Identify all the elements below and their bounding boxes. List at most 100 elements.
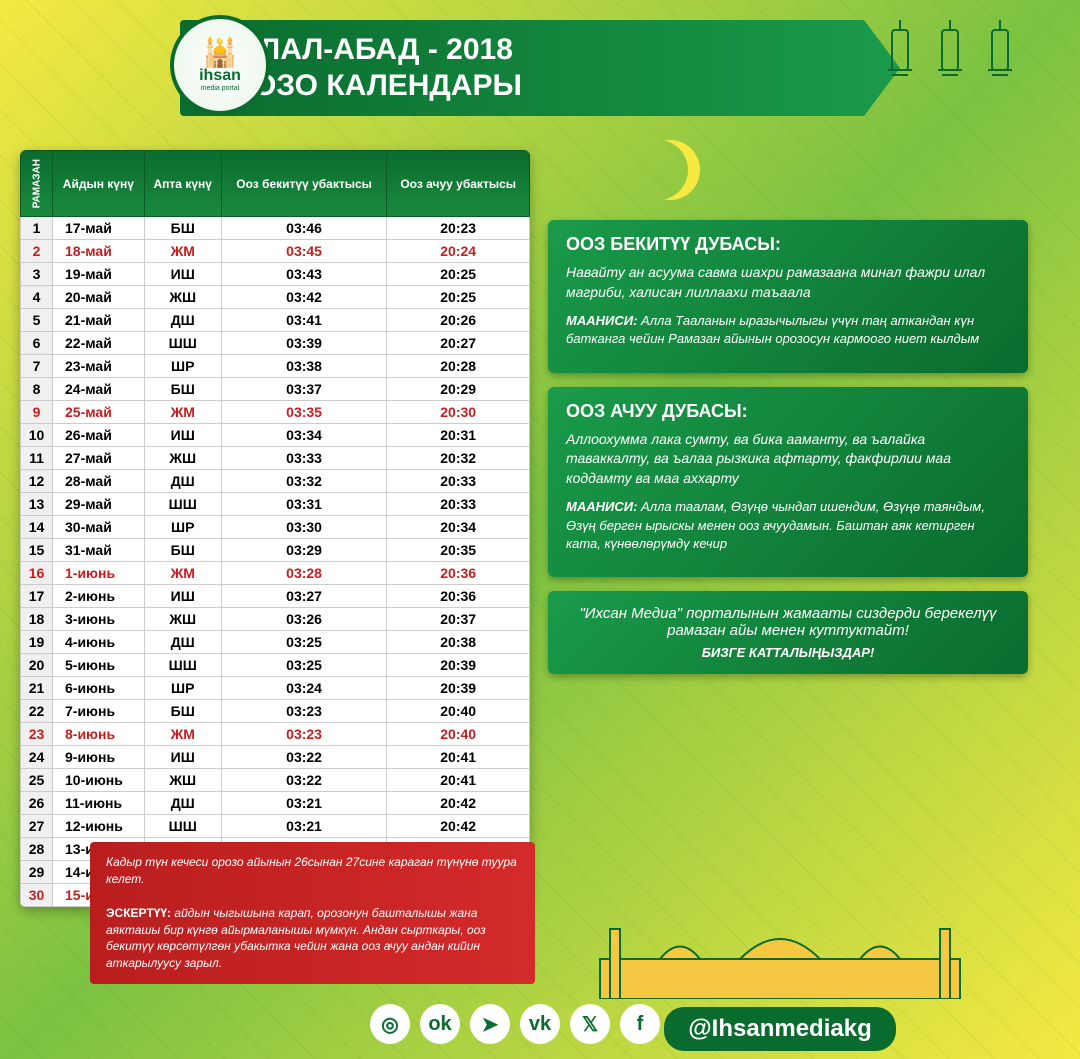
table-row: 21 6-июнь ШР 03:24 20:39 [21,677,530,700]
suhoor-title: ООЗ БЕКИТҮҮ ДУБАСЫ: [566,234,1010,255]
row-weekday: ДШ [144,792,221,815]
row-suhoor: 03:23 [221,723,387,746]
row-num: 2 [21,240,53,263]
row-iftar: 20:24 [387,240,530,263]
row-num: 14 [21,516,53,539]
row-iftar: 20:40 [387,723,530,746]
table-row: 7 23-май ШР 03:38 20:28 [21,355,530,378]
row-iftar: 20:27 [387,332,530,355]
row-weekday: ЖМ [144,240,221,263]
social-icons: ◎ ok ➤ vk 𝕏 f [370,1004,660,1044]
table-row: 23 8-июнь ЖМ 03:23 20:40 [21,723,530,746]
row-iftar: 20:42 [387,815,530,838]
row-date: 10-июнь [53,769,145,792]
vk-icon[interactable]: vk [520,1004,560,1044]
row-date: 9-июнь [53,746,145,769]
row-num: 15 [21,539,53,562]
suhoor-dua-box: ООЗ БЕКИТҮҮ ДУБАСЫ: Навайту ан асуума са… [548,220,1028,373]
row-num: 11 [21,447,53,470]
col-date: Айдын күнү [53,151,145,217]
table-row: 18 3-июнь ЖШ 03:26 20:37 [21,608,530,631]
row-date: 22-май [53,332,145,355]
row-suhoor: 03:24 [221,677,387,700]
row-date: 2-июнь [53,585,145,608]
row-date: 31-май [53,539,145,562]
row-date: 8-июнь [53,723,145,746]
row-num: 23 [21,723,53,746]
table-row: 14 30-май ШР 03:30 20:34 [21,516,530,539]
table-row: 5 21-май ДШ 03:41 20:26 [21,309,530,332]
row-num: 26 [21,792,53,815]
instagram-icon[interactable]: ◎ [370,1004,410,1044]
row-date: 12-июнь [53,815,145,838]
table-row: 11 27-май ЖШ 03:33 20:32 [21,447,530,470]
row-weekday: БШ [144,539,221,562]
row-iftar: 20:40 [387,700,530,723]
table-row: 9 25-май ЖМ 03:35 20:30 [21,401,530,424]
row-num: 10 [21,424,53,447]
row-iftar: 20:31 [387,424,530,447]
row-suhoor: 03:29 [221,539,387,562]
table-row: 10 26-май ИШ 03:34 20:31 [21,424,530,447]
row-weekday: ШШ [144,815,221,838]
table-row: 17 2-июнь ИШ 03:27 20:36 [21,585,530,608]
col-weekday: Апта күнү [144,151,221,217]
row-weekday: ЖШ [144,769,221,792]
mosque-dome-icon: 🕌 [203,39,238,67]
row-num: 9 [21,401,53,424]
row-suhoor: 03:25 [221,654,387,677]
row-num: 17 [21,585,53,608]
row-num: 13 [21,493,53,516]
row-date: 7-июнь [53,700,145,723]
row-num: 27 [21,815,53,838]
logo-name: ihsan [199,67,241,85]
row-date: 30-май [53,516,145,539]
row-suhoor: 03:45 [221,240,387,263]
row-suhoor: 03:22 [221,746,387,769]
row-date: 24-май [53,378,145,401]
row-weekday: ШШ [144,493,221,516]
row-date: 1-июнь [53,562,145,585]
ok-icon[interactable]: ok [420,1004,460,1044]
twitter-icon[interactable]: 𝕏 [570,1004,610,1044]
row-iftar: 20:39 [387,677,530,700]
row-num: 12 [21,470,53,493]
ramadan-calendar-table: РАМАЗАН Айдын күнү Апта күнү Ооз бекитүү… [20,150,530,907]
suhoor-meaning-label: МААНИСИ: [566,313,637,328]
row-date: 11-июнь [53,792,145,815]
row-num: 1 [21,217,53,240]
telegram-icon[interactable]: ➤ [470,1004,510,1044]
row-weekday: ШР [144,677,221,700]
promo-box: "Ихсан Медиа" порталынын жамааты сиздерд… [548,591,1028,674]
row-num: 25 [21,769,53,792]
row-iftar: 20:26 [387,309,530,332]
row-date: 4-июнь [53,631,145,654]
row-weekday: ИШ [144,263,221,286]
row-iftar: 20:34 [387,516,530,539]
row-weekday: ШШ [144,332,221,355]
iftar-meaning-label: МААНИСИ: [566,499,637,514]
table-row: 16 1-июнь ЖМ 03:28 20:36 [21,562,530,585]
row-iftar: 20:37 [387,608,530,631]
row-date: 5-июнь [53,654,145,677]
facebook-icon[interactable]: f [620,1004,660,1044]
row-num: 28 [21,838,53,861]
row-weekday: ИШ [144,585,221,608]
row-suhoor: 03:33 [221,447,387,470]
row-suhoor: 03:41 [221,309,387,332]
row-iftar: 20:25 [387,263,530,286]
row-date: 18-май [53,240,145,263]
row-iftar: 20:32 [387,447,530,470]
row-num: 3 [21,263,53,286]
row-iftar: 20:35 [387,539,530,562]
row-weekday: ШР [144,516,221,539]
promo-cta: БИЗГЕ КАТТАЛЫҢЫЗДАР! [566,645,1010,660]
row-weekday: ШШ [144,654,221,677]
row-suhoor: 03:46 [221,217,387,240]
row-date: 26-май [53,424,145,447]
row-date: 28-май [53,470,145,493]
row-suhoor: 03:27 [221,585,387,608]
row-num: 18 [21,608,53,631]
iftar-title: ООЗ АЧУУ ДУБАСЫ: [566,401,1010,422]
row-weekday: ЖМ [144,401,221,424]
